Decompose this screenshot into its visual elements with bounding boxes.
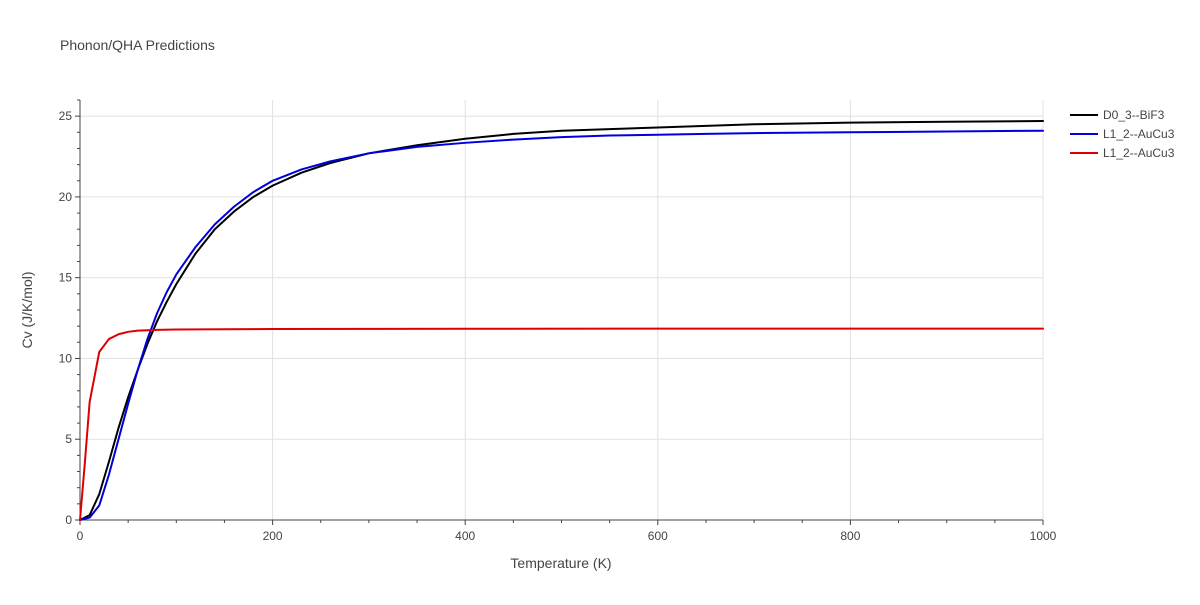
legend-label: L1_2--AuCu3 <box>1103 146 1175 160</box>
series-line-2 <box>79 129 1044 521</box>
x-tick-label: 800 <box>840 529 860 543</box>
x-axis-title: Temperature (K) <box>510 555 611 571</box>
y-tick-label: 25 <box>59 109 73 123</box>
y-tick-label: 5 <box>65 432 72 446</box>
legend: D0_3--BiF3 L1_2--AuCu3 L1_2--AuCu3 <box>1070 108 1175 160</box>
x-tick-label: 600 <box>648 529 668 543</box>
chart-title: Phonon/QHA Predictions <box>60 37 215 53</box>
x-tick-label: 0 <box>77 529 84 543</box>
y-tick-label: 20 <box>59 190 73 204</box>
series-line-1 <box>79 120 1044 521</box>
series-line-3 <box>79 327 1044 521</box>
y-tick-label: 0 <box>65 513 72 527</box>
x-tick-label: 1000 <box>1030 529 1057 543</box>
x-tick-label: 400 <box>455 529 475 543</box>
y-axis-title: Cv (J/K/mol) <box>19 272 35 349</box>
legend-label: L1_2--AuCu3 <box>1103 127 1175 141</box>
grid <box>80 100 1044 520</box>
legend-label: D0_3--BiF3 <box>1103 108 1165 122</box>
series-lines <box>79 120 1044 521</box>
y-tick-label: 10 <box>59 351 73 365</box>
x-tick-label: 200 <box>263 529 283 543</box>
y-tick-label: 15 <box>59 271 73 285</box>
tick-labels: 0 200 400 600 800 1000 0 5 10 15 20 25 <box>59 109 1057 543</box>
axes <box>75 99 1044 525</box>
